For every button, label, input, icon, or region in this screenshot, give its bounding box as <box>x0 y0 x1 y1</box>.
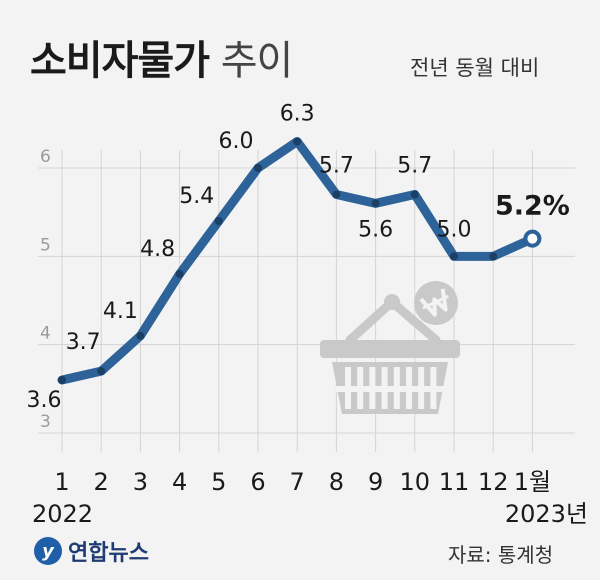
x-tick-label: 1 <box>54 468 69 496</box>
x-tick-label: 7 <box>290 468 305 496</box>
x-tick-label: 2 <box>94 468 109 496</box>
data-point <box>450 252 458 261</box>
x-tick-label: 11 <box>439 468 470 496</box>
x-tick-label: 9 <box>368 468 383 496</box>
x-year-label: 2022 <box>32 500 93 528</box>
yonhap-logo: y 연합뉴스 <box>34 535 149 567</box>
won-bar <box>422 294 449 310</box>
data-label: 5.4 <box>179 184 214 209</box>
data-point <box>293 137 302 146</box>
data-label: 5.7 <box>397 154 432 179</box>
y-tick-label: 3 <box>40 412 51 432</box>
data-label: 3.6 <box>27 388 62 413</box>
data-label: 5.6 <box>358 217 393 242</box>
yonhap-logo-text: 연합뉴스 <box>68 541 149 566</box>
x-tick-label: 3 <box>133 468 148 496</box>
won-coin <box>414 281 458 325</box>
data-label: 5.0 <box>437 217 472 242</box>
data-point <box>97 367 106 376</box>
chart-title-sub: 추이 <box>220 38 294 84</box>
line-chart: 3.63.74.14.85.46.06.35.75.65.75.05.2% 34… <box>27 102 589 529</box>
data-point <box>214 217 223 225</box>
data-point <box>254 164 262 172</box>
data-label: 5.7 <box>319 154 354 179</box>
shopping-basket-won-icon <box>320 281 460 414</box>
data-label: 3.7 <box>66 330 101 355</box>
x-tick-label: 6 <box>250 468 265 496</box>
x-tick-label: 8 <box>329 468 344 496</box>
x-tick-label: 1월 <box>514 468 551 496</box>
yonhap-logo-icon: y <box>34 537 62 565</box>
basket-rim <box>320 340 460 358</box>
chart-title: 소비자물가 추이 <box>30 28 294 86</box>
x-tick-label: 4 <box>172 468 187 496</box>
data-label: 6.0 <box>219 129 254 154</box>
y-tick-label: 5 <box>40 235 51 255</box>
data-point <box>332 190 341 199</box>
data-point <box>371 199 380 208</box>
data-point <box>136 331 145 340</box>
data-point <box>489 252 498 261</box>
x-tick-label: 10 <box>400 468 431 496</box>
data-point <box>410 190 419 199</box>
y-tick-label: 4 <box>40 324 51 344</box>
data-point <box>175 270 184 278</box>
basket-bar <box>336 386 444 392</box>
data-point <box>58 376 66 384</box>
chart-title-main: 소비자물가 <box>30 38 210 84</box>
data-label: 6.3 <box>280 102 315 127</box>
data-point-layer <box>58 137 542 384</box>
won-sign <box>419 288 448 317</box>
y-tick-label: 6 <box>40 147 51 167</box>
data-label: 5.2% <box>495 191 570 222</box>
basket-handle-knob <box>384 294 400 310</box>
data-label-layer: 3.6 3.74.1 4.8 5.4 6.0 6.3 5.7 5.6 5.7 5.0 5.2% <box>27 102 570 414</box>
data-label: 4.8 <box>140 237 175 262</box>
data-label: 4.1 <box>103 299 138 324</box>
source-note: 자료: 통계청 <box>448 543 554 567</box>
x-tick-label: 5 <box>211 468 226 496</box>
chart-subtitle: 전년 동월 대비 <box>410 56 540 80</box>
x-tick-label: 12 <box>478 468 509 496</box>
data-point-last <box>523 229 542 248</box>
x-year-label: 2023년 <box>505 500 588 528</box>
